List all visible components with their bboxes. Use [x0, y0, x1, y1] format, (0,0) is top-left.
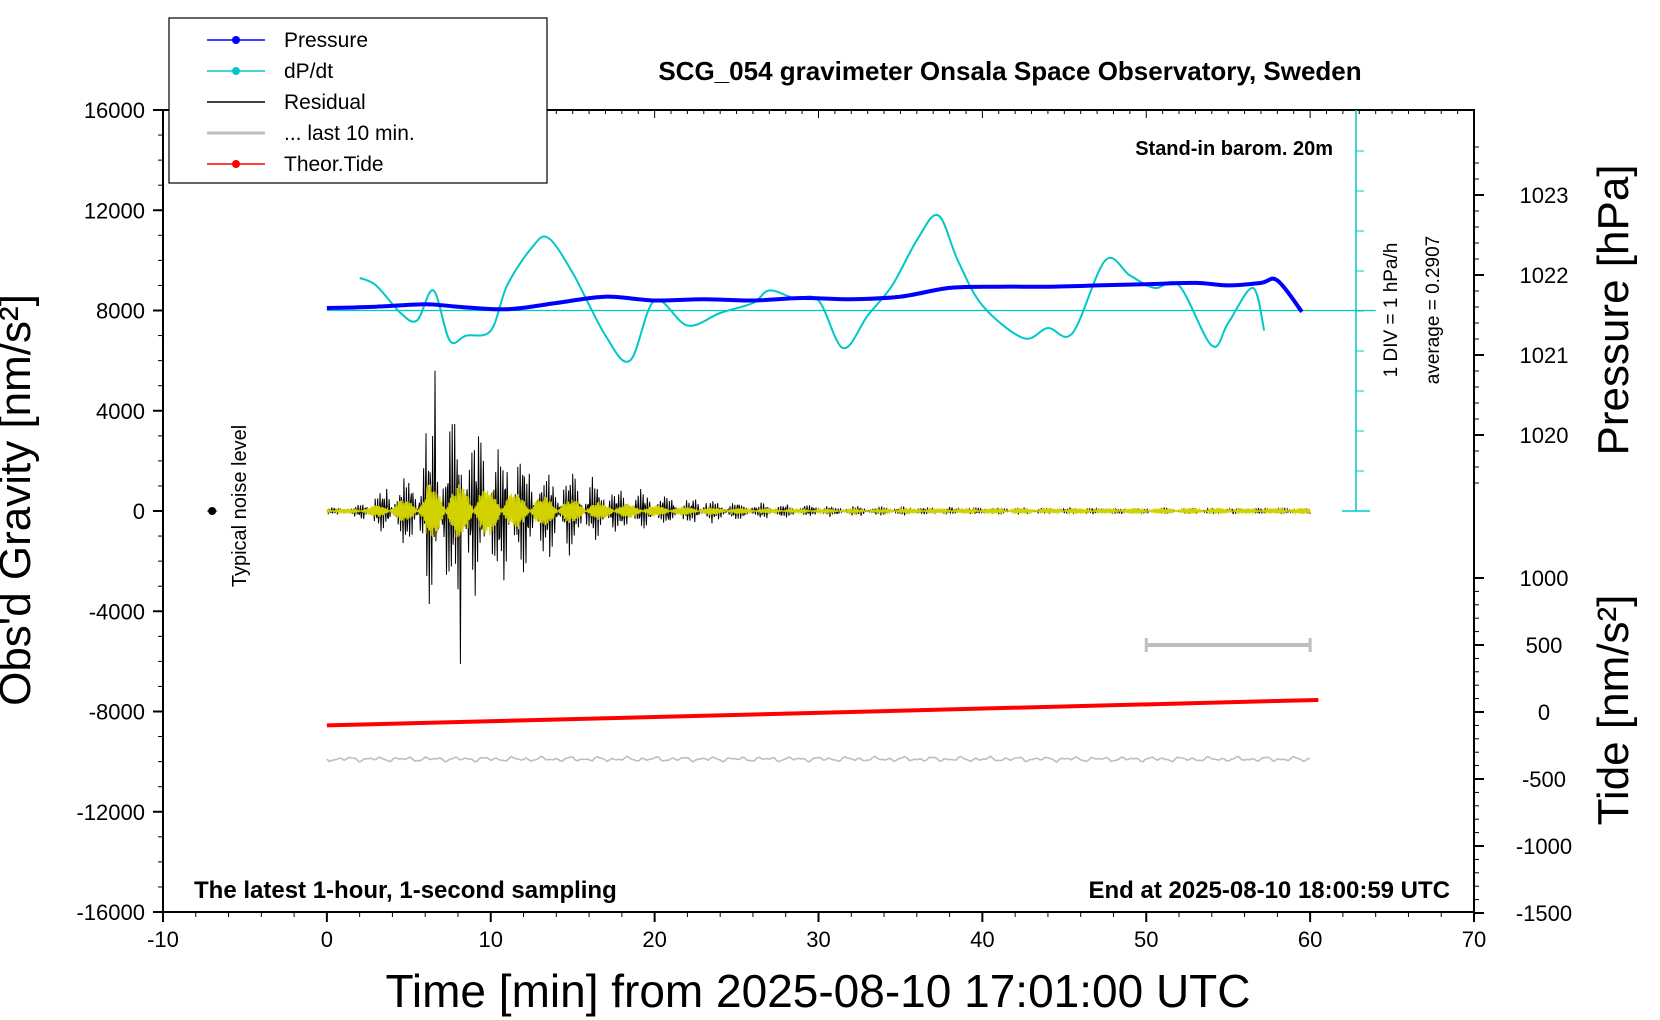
- y-tick-label: 12000: [84, 198, 145, 223]
- y-tick-label: 16000: [84, 98, 145, 123]
- y-tick-label: -12000: [76, 800, 145, 825]
- legend-marker: [232, 67, 240, 75]
- chart-title: SCG_054 gravimeter Onsala Space Observat…: [658, 56, 1361, 86]
- legend-label: Theor.Tide: [284, 153, 384, 176]
- legend-label: ... last 10 min.: [284, 122, 415, 145]
- average-label: average = 0.2907: [1423, 236, 1444, 384]
- x-tick-label: 40: [970, 927, 994, 952]
- noise-level-label: Typical noise level: [229, 425, 251, 587]
- x-tick-label: 30: [806, 927, 830, 952]
- legend-label: Pressure: [284, 29, 368, 52]
- y-tick-label: 8000: [96, 299, 145, 324]
- pressure-tick-label: 1022: [1520, 263, 1569, 288]
- y-axis-label-pressure: Pressure [hPa]: [1589, 164, 1638, 455]
- y-tick-label: -16000: [76, 900, 145, 925]
- x-axis: -10 0 10 20 30 40 50 60 70: [147, 912, 1486, 952]
- x-axis-label: Time [min] from 2025-08-10 17:01:00 UTC: [386, 965, 1251, 1017]
- legend-label: Residual: [284, 91, 366, 114]
- legend-label: dP/dt: [284, 60, 333, 83]
- x-tick-label: 0: [321, 927, 333, 952]
- theor-tide-line: [326, 697, 1319, 728]
- x-tick-label: 70: [1462, 927, 1486, 952]
- tide-tick-label: 1000: [1520, 566, 1569, 591]
- dpdt-line: [359, 213, 1266, 363]
- residual-line: [326, 370, 1311, 664]
- series-layer: [207, 213, 1376, 763]
- footer-left-annotation: The latest 1-hour, 1-second sampling: [194, 877, 617, 904]
- y-tick-label: -4000: [89, 599, 145, 624]
- y-tick-label: 4000: [96, 399, 145, 424]
- div-label: 1 DIV = 1 hPa/h: [1381, 243, 1402, 378]
- y-axis-label-tide: Tide [nm/s²]: [1589, 595, 1638, 826]
- tide-tick-label: 500: [1526, 633, 1563, 658]
- legend: Pressure dP/dt Residual ... last 10 min. The…: [168, 17, 548, 184]
- pressure-tick-label: 1020: [1520, 423, 1569, 448]
- tide-tick-label: -500: [1522, 767, 1566, 792]
- y-axis-left: 16000 12000 8000 4000 0 -4000 -8000 -12000 -1600…: [76, 98, 163, 925]
- barometer-annotation: Stand-in barom. 20m: [1135, 138, 1333, 160]
- tide-tick-label: -1000: [1516, 834, 1572, 859]
- pressure-tick-label: 1021: [1520, 343, 1569, 368]
- tide-tick-label: 0: [1538, 700, 1550, 725]
- x-tick-label: 50: [1134, 927, 1158, 952]
- y-axis-pressure: 1023 1022 1021 1020: [1474, 146, 1569, 484]
- x-tick-label: -10: [147, 927, 179, 952]
- y-axis-tide: 1000 500 0 -500 -1000 -1500: [1474, 566, 1572, 926]
- x-tick-label: 10: [479, 927, 503, 952]
- y-axis-label-left: Obs'd Gravity [nm/s²]: [0, 294, 40, 706]
- tide-tick-label: -1500: [1516, 901, 1572, 926]
- legend-box: [168, 17, 548, 184]
- y-tick-label: 0: [133, 499, 145, 524]
- legend-marker: [232, 160, 240, 168]
- x-tick-label: 60: [1298, 927, 1322, 952]
- x-tick-label: 20: [642, 927, 666, 952]
- noise-marker-dot: [208, 507, 217, 515]
- pressure-tick-label: 1023: [1520, 183, 1569, 208]
- y-tick-label: -8000: [89, 700, 145, 725]
- pressure-line: [326, 276, 1304, 314]
- gray-reference-line: [326, 755, 1311, 763]
- footer-right-annotation: End at 2025-08-10 18:00:59 UTC: [1089, 877, 1451, 904]
- residual-overlay-line: [326, 484, 1311, 538]
- legend-marker: [232, 36, 240, 44]
